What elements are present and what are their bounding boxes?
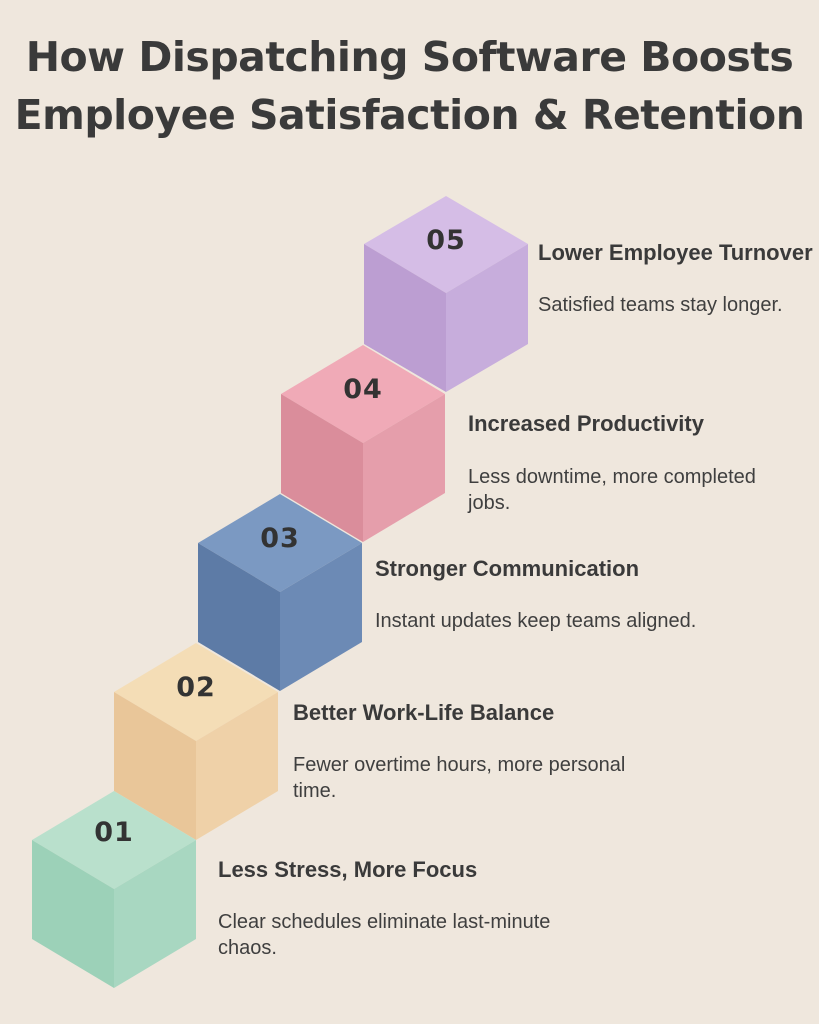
step-05-description: Satisfied teams stay longer. — [538, 294, 783, 316]
cube-05-top — [364, 196, 528, 293]
cube-03 — [198, 494, 362, 691]
step-05-number: 05 — [426, 225, 466, 256]
step-04-number: 04 — [343, 374, 383, 405]
step-03-description: Instant updates keep teams aligned. — [375, 610, 697, 632]
page-title: How Dispatching Software Boosts Employee… — [0, 28, 819, 144]
step-03-heading: Stronger Communication — [375, 556, 640, 581]
step-01-number: 01 — [94, 817, 134, 848]
cube-04 — [281, 345, 445, 542]
step-03-number: 03 — [260, 523, 300, 554]
cube-03-right — [280, 543, 362, 691]
cube-03-left — [198, 543, 280, 691]
cube-04-right — [363, 394, 445, 542]
cube-02-left — [114, 692, 196, 840]
cube-02-right — [196, 692, 278, 840]
step-04-description: Less downtime, more completed jobs. — [468, 466, 756, 514]
step-02-number: 02 — [176, 672, 216, 703]
step-02-description: Fewer overtime hours, more personal time… — [293, 754, 626, 802]
step-04-heading: Increased Productivity — [468, 411, 704, 436]
title-line-1: How Dispatching Software Boosts — [25, 33, 794, 81]
title-line-2: Employee Satisfaction & Retention — [14, 91, 805, 139]
cube-05 — [364, 196, 528, 392]
step-05-heading: Lower Employee Turnover — [538, 240, 813, 265]
cube-01-right — [114, 840, 196, 988]
cube-01-left — [32, 840, 114, 988]
step-02-heading: Better Work-Life Balance — [293, 700, 555, 725]
cube-04-left — [281, 394, 363, 542]
cube-02 — [114, 643, 278, 840]
cube-05-right — [446, 244, 528, 392]
step-01-description: Clear schedules eliminate last-minute ch… — [218, 911, 551, 959]
cube-05-left — [364, 244, 446, 392]
cube-01 — [32, 791, 196, 988]
step-01-heading: Less Stress, More Focus — [218, 857, 478, 882]
